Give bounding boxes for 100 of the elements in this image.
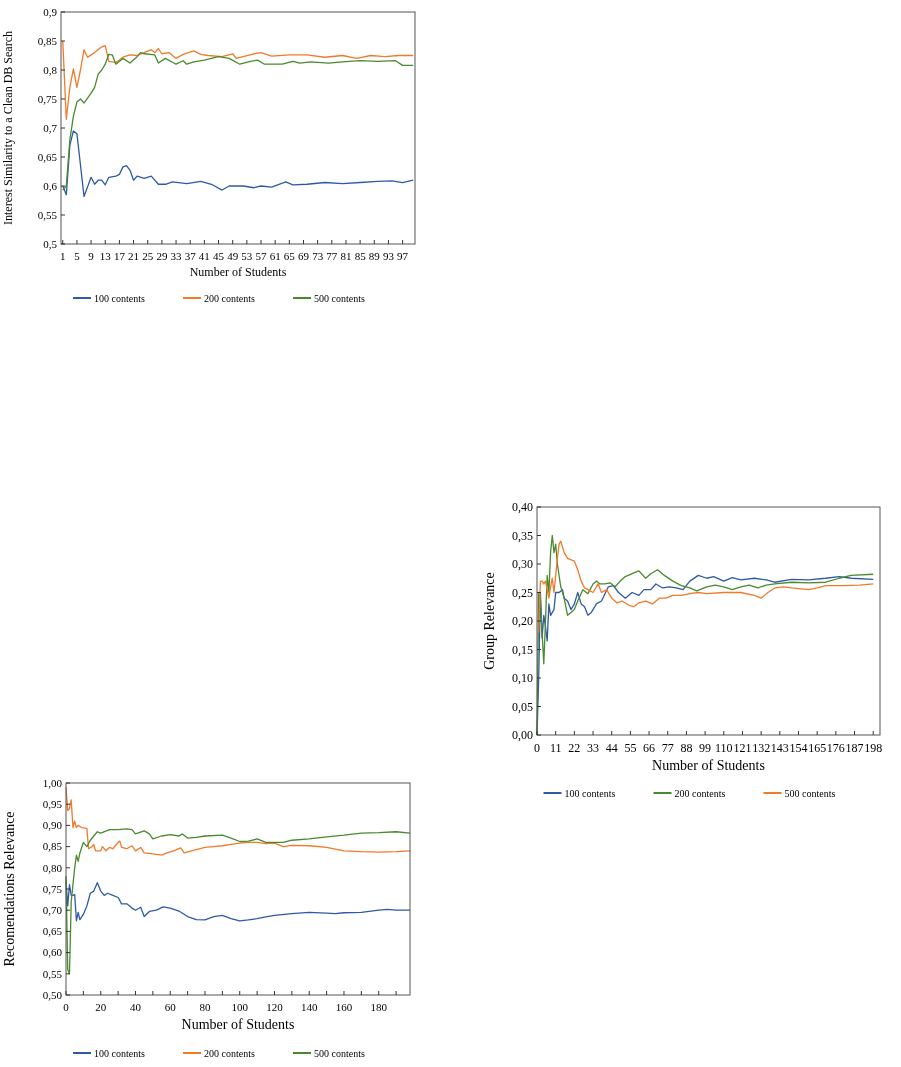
line-series	[538, 540, 874, 634]
y-tick-label: 0,85	[37, 34, 58, 47]
x-tick-label: 81	[340, 250, 352, 262]
x-tick-label: 0	[63, 1001, 70, 1013]
x-tick-label: 45	[213, 250, 225, 262]
x-tick-label: 17	[113, 250, 126, 262]
x-tick-label: 53	[241, 250, 253, 262]
y-tick-label: 0,60	[42, 946, 63, 959]
legend-label: 100 contents	[94, 1047, 145, 1059]
x-tick-label: 198	[864, 741, 883, 755]
x-tick-label: 77	[326, 250, 338, 262]
x-tick-label: 33	[587, 741, 600, 755]
x-tick-label: 77	[661, 741, 674, 755]
y-tick-label: 0,55	[42, 967, 63, 980]
x-axis-title: Number of Students	[652, 758, 765, 773]
y-tick-label: 0,6	[43, 179, 58, 192]
legend-label: 500 contents	[784, 787, 836, 799]
x-tick-label: 69	[297, 250, 310, 262]
x-tick-label: 57	[255, 250, 268, 262]
line-series	[62, 130, 414, 198]
x-tick-label: 49	[227, 250, 239, 262]
x-tick-label: 100	[231, 1001, 249, 1013]
y-axis-title: Recomendations Relevance	[2, 811, 17, 967]
x-tick-label: 41	[198, 250, 210, 262]
y-tick-label: 0,9	[43, 5, 58, 18]
x-tick-label: 180	[370, 1001, 388, 1013]
line-series	[65, 828, 411, 975]
legend-label: 100 contents	[94, 292, 145, 304]
y-tick-label: 0,95	[42, 798, 63, 811]
y-tick-label: 0,65	[42, 925, 63, 938]
y-tick-label: 1,00	[42, 776, 63, 789]
legend-label: 500 contents	[314, 1047, 365, 1059]
x-tick-label: 132	[752, 741, 771, 755]
x-tick-label: 22	[568, 741, 581, 755]
x-tick-label: 9	[88, 250, 95, 262]
x-tick-label: 13	[99, 250, 112, 262]
x-tick-label: 44	[605, 741, 618, 755]
legend-label: 200 contents	[204, 292, 255, 304]
x-tick-label: 110	[715, 741, 733, 755]
x-tick-label: 143	[770, 741, 789, 755]
line-series	[62, 51, 414, 191]
x-tick-label: 80	[199, 1001, 211, 1013]
x-tick-label: 60	[164, 1001, 177, 1013]
line-series	[65, 879, 411, 922]
x-tick-label: 40	[129, 1001, 142, 1013]
legend-label: 200 contents	[204, 1047, 255, 1059]
x-tick-label: 89	[368, 250, 381, 262]
y-axis-title: Interest Similarity to a Clean DB Search	[1, 31, 15, 225]
x-tick-label: 97	[397, 250, 409, 262]
x-tick-label: 160	[335, 1001, 353, 1013]
x-tick-label: 37	[184, 250, 197, 262]
x-tick-label: 66	[643, 741, 656, 755]
x-tick-label: 165	[808, 741, 827, 755]
y-tick-label: 0,5	[43, 237, 58, 250]
y-tick-label: 0,20	[512, 614, 533, 629]
legend-label: 200 contents	[674, 787, 726, 799]
y-tick-label: 0,40	[512, 500, 533, 515]
x-tick-label: 55	[624, 741, 637, 755]
line-series	[62, 40, 414, 120]
x-tick-label: 20	[95, 1001, 107, 1013]
x-tick-label: 187	[845, 741, 864, 755]
y-tick-label: 0,8	[43, 63, 58, 76]
x-tick-label: 93	[382, 250, 395, 262]
y-tick-label: 0,75	[42, 882, 63, 895]
y-axis-title: Group Relevance	[482, 572, 497, 670]
y-tick-label: 0,15	[512, 642, 533, 657]
y-tick-label: 0,10	[512, 671, 533, 686]
legend-label: 500 contents	[314, 292, 365, 304]
y-tick-label: 0,65	[37, 150, 58, 163]
y-tick-label: 0,75	[37, 92, 58, 105]
y-tick-label: 0,25	[512, 585, 533, 600]
x-tick-label: 21	[128, 250, 140, 262]
y-tick-label: 0,55	[37, 208, 58, 221]
y-tick-label: 0,50	[42, 988, 63, 1001]
x-tick-label: 29	[156, 250, 168, 262]
x-tick-label: 154	[789, 741, 808, 755]
x-tick-label: 120	[266, 1001, 284, 1013]
x-tick-label: 99	[699, 741, 712, 755]
x-tick-label: 85	[354, 250, 367, 262]
x-tick-label: 5	[74, 250, 81, 262]
y-tick-label: 0,35	[512, 528, 533, 543]
x-tick-label: 88	[680, 741, 693, 755]
y-tick-label: 0,80	[42, 861, 63, 874]
y-tick-label: 0,70	[42, 904, 63, 917]
x-tick-label: 1	[60, 250, 66, 262]
y-tick-label: 0,30	[512, 557, 533, 572]
x-tick-label: 61	[269, 250, 281, 262]
x-tick-label: 176	[826, 741, 845, 755]
y-tick-label: 0,85	[42, 840, 63, 853]
x-axis-title: Number of Students	[181, 1017, 295, 1032]
x-tick-label: 33	[170, 250, 183, 262]
x-tick-label: 140	[300, 1001, 318, 1013]
x-tick-label: 65	[283, 250, 296, 262]
legend-label: 100 contents	[564, 787, 616, 799]
y-tick-label: 0,00	[512, 728, 533, 743]
y-tick-label: 0,7	[43, 121, 58, 134]
x-tick-label: 25	[142, 250, 154, 262]
x-tick-label: 0	[534, 741, 540, 755]
x-axis-title: Number of Students	[189, 265, 287, 279]
y-tick-label: 0,05	[512, 699, 533, 714]
